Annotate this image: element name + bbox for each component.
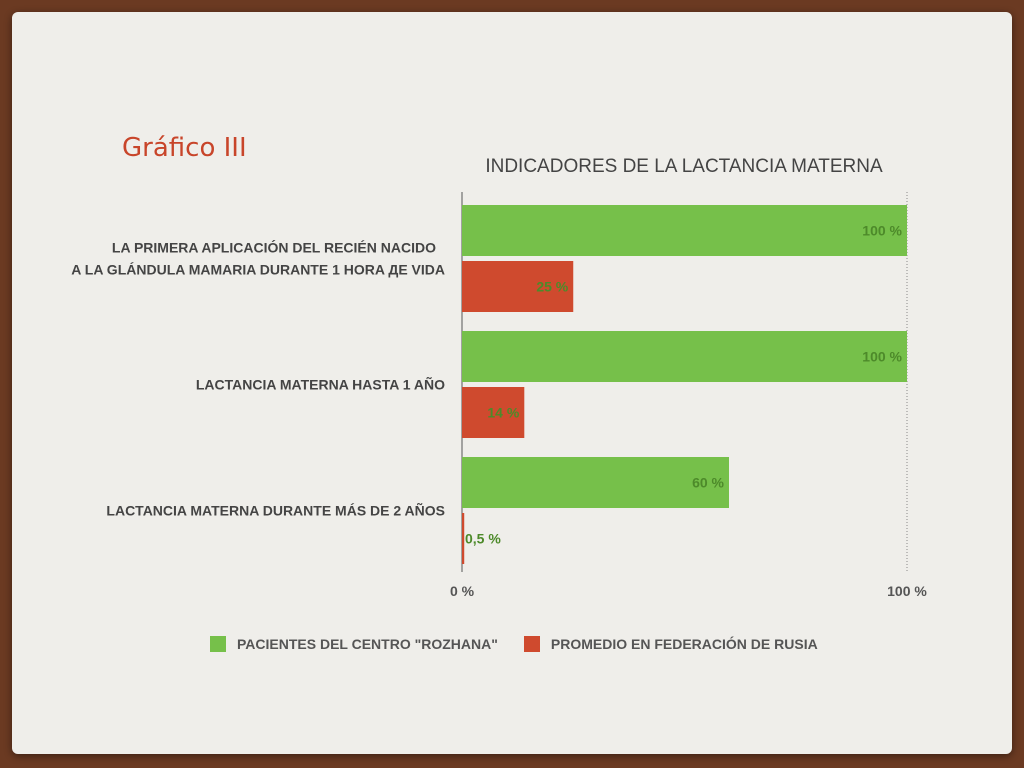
bar-series1-cat0 — [462, 261, 574, 312]
category-label-0-line0: LA PRIMERA APLICACIÓN DEL RECIÉN NACIDO — [112, 239, 436, 256]
bar-series0-cat1 — [462, 331, 907, 382]
legend-item-russia: PROMEDIO EN FEDERACIÓN DE RUSIA — [523, 636, 818, 652]
legend-swatch-rozhana — [210, 636, 226, 652]
legend: PACIENTES DEL CENTRO "ROZHANA" PROMEDIO … — [210, 636, 844, 652]
bar-series0-cat2 — [462, 457, 729, 508]
bar-series1-cat2 — [462, 513, 465, 564]
category-label-2-line0: LACTANCIA MATERNA DURANTE MÁS DE 2 AÑOS — [106, 502, 445, 519]
data-label-series1-cat1: 14 % — [487, 405, 519, 421]
category-label-1-line0: LACTANCIA MATERNA HASTA 1 AÑO — [196, 376, 445, 393]
data-label-series1-cat2: 0,5 % — [465, 531, 501, 547]
data-label-series1-cat0: 25 % — [536, 279, 568, 295]
x-tick-label-1: 100 % — [887, 583, 927, 599]
legend-swatch-russia — [523, 636, 540, 652]
category-label-0-line1: A LA GLÁNDULA MAMARIA DURANTE 1 HORA ДЕ … — [71, 262, 445, 278]
legend-label-rozhana: PACIENTES DEL CENTRO "ROZHANA" — [237, 636, 498, 652]
legend-item-rozhana: PACIENTES DEL CENTRO "ROZHANA" — [210, 636, 498, 652]
data-label-series0-cat1: 100 % — [862, 349, 902, 365]
plot-area: 100 % 100 % 60 % 25 % 14 % 0,5 % LA PRIMERA AP… — [71, 192, 927, 599]
legend-label-russia: PROMEDIO EN FEDERACIÓN DE RUSIA — [550, 636, 818, 652]
data-label-series0-cat2: 60 % — [692, 475, 724, 491]
bar-series0-cat0 — [462, 205, 907, 256]
chart-title: INDICADORES DE LA LACTANCIA MATERNA — [485, 156, 883, 177]
x-tick-label-0: 0 % — [450, 583, 475, 599]
data-label-series0-cat0: 100 % — [862, 223, 902, 239]
bar-series1-cat1 — [462, 387, 525, 438]
slide-heading: Gráfico III — [122, 133, 247, 163]
slide: Gráfico III INDICADORES DE LA LACTANCIA … — [12, 12, 1012, 754]
bar-chart: INDICADORES DE LA LACTANCIA MATERNA 100 … — [71, 156, 927, 599]
